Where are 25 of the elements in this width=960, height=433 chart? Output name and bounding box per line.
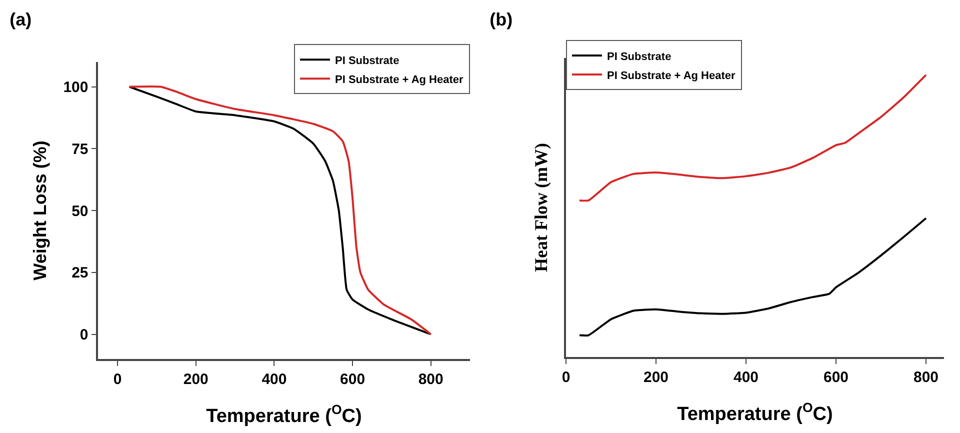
x-tick-label: 600 [823, 368, 849, 386]
y-tick-label: 75 [72, 140, 88, 158]
x-tick-label: 600 [340, 370, 366, 388]
y-tick-label: 0 [80, 326, 88, 344]
chart-title: (a) [10, 10, 32, 30]
x-tick-label: 800 [418, 370, 444, 388]
x-tick-label: 200 [183, 370, 208, 388]
x-tick-label: 200 [643, 368, 669, 386]
y-tick-label: 25 [72, 264, 88, 282]
x-axis-title: Temperature ($^{O}$C) [206, 402, 362, 428]
chart-title: (b) [490, 10, 513, 30]
x-tick-label: 800 [913, 368, 939, 386]
y-axis-title: Weight Loss (%) [30, 140, 50, 280]
legend-label: PI Substrate + Ag Heater [335, 74, 464, 86]
y-tick-label: 50 [72, 202, 88, 220]
legend-label: PI Substrate [335, 54, 400, 67]
x-tick-label: 400 [733, 368, 759, 386]
x-tick-label: 0 [562, 368, 570, 386]
legend-label: PI Substrate [607, 50, 672, 63]
y-tick-label: 100 [63, 79, 88, 96]
x-tick-label: 0 [113, 370, 122, 388]
x-tick-label: 400 [262, 370, 287, 388]
legend-label: PI Substrate + Ag Heater [607, 70, 736, 82]
x-axis-title: Temperature ($^{O}$C) [677, 400, 833, 426]
y-axis-title: Heat Flow (mW) [530, 143, 551, 272]
